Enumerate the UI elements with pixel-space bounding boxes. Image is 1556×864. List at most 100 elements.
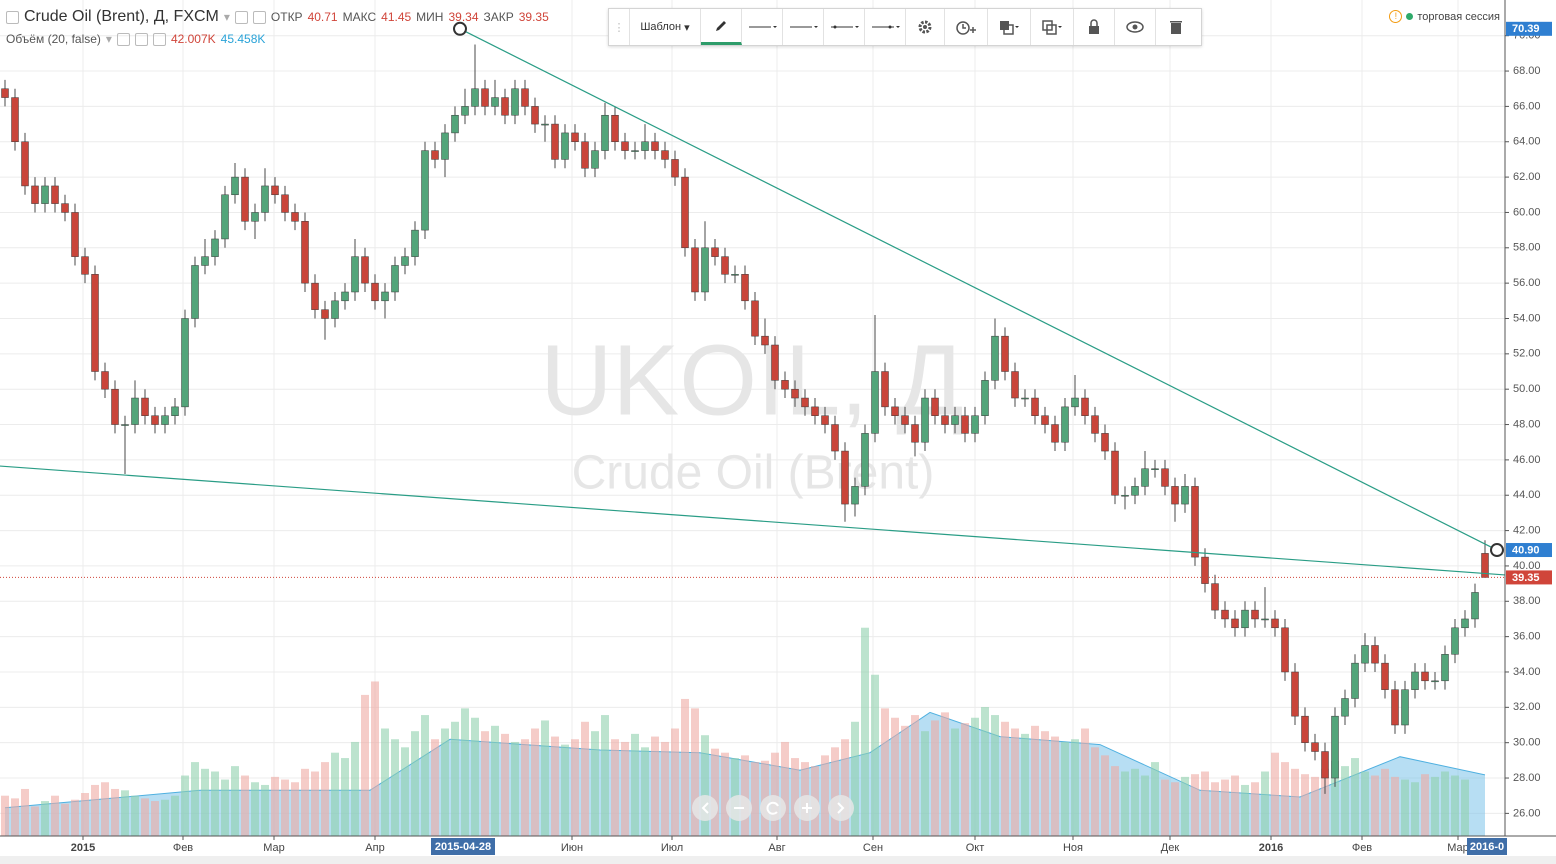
volume-bar (301, 768, 309, 836)
nav-button[interactable] (794, 795, 820, 821)
volume-bar (321, 762, 329, 836)
candle-body (681, 176, 689, 249)
settings-button[interactable] (906, 9, 945, 45)
candle-body (911, 424, 919, 443)
candle-body (341, 291, 349, 302)
volume-bar (461, 708, 469, 836)
icon[interactable] (134, 32, 148, 46)
clone-button[interactable] (1031, 9, 1074, 45)
alert-icon[interactable]: ! (1389, 10, 1403, 23)
volume-title[interactable]: Объём (20, false) (6, 32, 101, 46)
volume-bar (331, 752, 339, 836)
volume-bar (561, 744, 569, 836)
candle-body (261, 185, 269, 213)
volume-bar (1461, 779, 1469, 836)
candle-body (611, 114, 619, 142)
volume-bar (51, 795, 59, 836)
volume-bar (741, 755, 749, 836)
candle-body (701, 247, 709, 293)
candle-body (351, 256, 359, 293)
candle-body (501, 97, 509, 116)
x-tick-label: 2016 (1259, 842, 1283, 854)
volume-bar (711, 748, 719, 836)
candle-body (1461, 618, 1469, 629)
candle-body (491, 97, 499, 107)
line-width-button[interactable] (783, 9, 824, 45)
volume-bar (1071, 739, 1079, 836)
candle-body (1031, 397, 1039, 416)
ohlc-label: МИН (416, 10, 444, 24)
settings-icon[interactable] (234, 10, 248, 24)
gear-icon (918, 20, 932, 34)
grip[interactable]: ⋮ (609, 9, 630, 45)
volume-bar (181, 775, 189, 836)
volume-bar (651, 736, 659, 836)
caret[interactable]: ▾ (223, 10, 230, 24)
candle-body (51, 185, 59, 204)
volume-bar (91, 784, 99, 836)
lock-button[interactable] (1074, 9, 1115, 45)
volume-bar (1091, 747, 1099, 836)
volume-bar (191, 762, 199, 836)
volume-ma-value: 45.458K (220, 32, 266, 46)
nav-button[interactable] (726, 795, 752, 821)
volume-bar (541, 720, 549, 836)
visibility-button[interactable] (1115, 9, 1156, 45)
volume-bar (311, 771, 319, 836)
candle-body (1361, 645, 1369, 664)
line-color-button[interactable] (742, 9, 783, 45)
alert-button[interactable] (945, 9, 988, 45)
candle-body (741, 274, 749, 302)
volume-bar (101, 782, 109, 836)
line-end-button[interactable] (865, 9, 906, 45)
candle-body (1, 88, 9, 98)
candle-body (1291, 671, 1299, 717)
candle-body (31, 185, 39, 204)
pencil-button[interactable] (701, 9, 742, 45)
icon[interactable] (116, 32, 130, 46)
nav-button[interactable] (828, 795, 854, 821)
alarm-icon (956, 21, 976, 35)
candle-body (861, 433, 869, 487)
candle-body (1041, 415, 1049, 425)
volume-bar (431, 739, 439, 836)
close-icon[interactable] (252, 10, 266, 24)
volume-bar (831, 747, 839, 836)
candle-body (281, 194, 289, 213)
delete-button[interactable] (1156, 9, 1196, 45)
y-tick-label: 58.00 (1513, 242, 1541, 254)
line-style-button[interactable] (824, 9, 865, 45)
y-tick-label: 66.00 (1513, 100, 1541, 112)
symbol-title[interactable]: Crude Oil (Brent), Д, FXCM (24, 8, 219, 25)
candle-body (301, 221, 309, 284)
candle-body (1091, 415, 1099, 434)
collapse-icon[interactable] (6, 10, 19, 24)
y-tick-label: 46.00 (1513, 454, 1541, 466)
nav-icon (837, 802, 845, 814)
y-tick-label: 50.00 (1513, 383, 1541, 395)
volume-bar (1361, 771, 1369, 836)
volume-bar (251, 782, 259, 836)
volume-bar (941, 712, 949, 836)
order-button[interactable] (988, 9, 1031, 45)
nav-icon (802, 803, 812, 813)
volume-bar (981, 707, 989, 836)
candle-body (1221, 609, 1229, 620)
volume-bar (131, 795, 139, 836)
price-marker-label: 40.90 (1512, 544, 1540, 556)
volume-bar (1061, 741, 1069, 836)
candle-body (1241, 609, 1249, 629)
candle-body (651, 141, 659, 151)
candle-body (901, 415, 909, 425)
icon[interactable] (152, 32, 166, 46)
nav-button[interactable] (760, 795, 786, 821)
volume-bar (1351, 758, 1359, 836)
caret[interactable]: ▾ (105, 32, 112, 46)
volume-bar (391, 739, 399, 836)
template-button[interactable]: Шаблон ▾ (630, 9, 701, 45)
candle-body (311, 282, 319, 310)
candle-body (71, 212, 79, 257)
y-tick-label: 36.00 (1513, 631, 1541, 643)
candle-body (1051, 424, 1059, 443)
nav-button[interactable] (692, 795, 718, 821)
